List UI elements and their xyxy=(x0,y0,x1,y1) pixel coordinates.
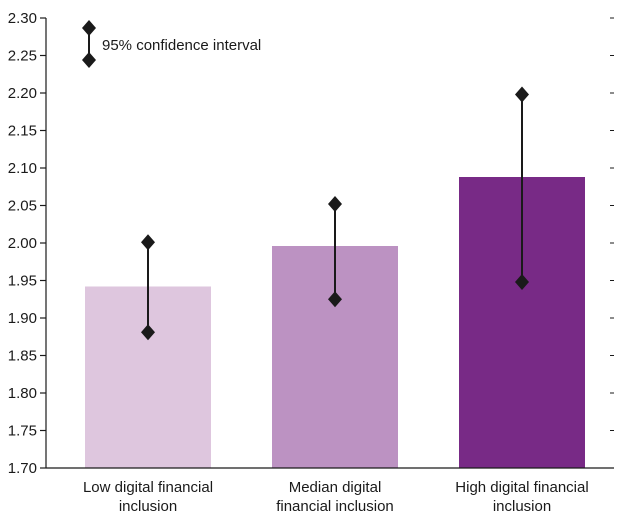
category-label: financial inclusion xyxy=(276,498,394,515)
ci-high-marker xyxy=(141,234,155,251)
legend-diamond-top-icon xyxy=(82,20,96,36)
category-label: Low digital financial xyxy=(83,479,213,496)
category-label: High digital financial xyxy=(455,479,588,496)
y-axis: 1.70 1.75 1.80 1.85 1.90 1.95 2.00 2.05 2.10 2.15… xyxy=(8,10,614,477)
y-tick-label: 1.95 xyxy=(8,273,37,290)
y-tick-label: 2.05 xyxy=(8,198,37,215)
y-tick-label: 1.90 xyxy=(8,310,37,327)
y-tick-label: 2.15 xyxy=(8,123,37,140)
ci-low-marker xyxy=(141,324,155,341)
y-tick-label: 1.75 xyxy=(8,423,37,440)
y-tick-label: 2.20 xyxy=(8,85,37,102)
bars xyxy=(85,177,585,468)
y-tick-label: 2.30 xyxy=(8,10,37,27)
category-label: Median digital xyxy=(289,479,382,496)
category-label: inclusion xyxy=(119,498,177,515)
legend-diamond-bottom-icon xyxy=(82,52,96,68)
category-label: inclusion xyxy=(493,498,551,515)
y-tick-label: 1.80 xyxy=(8,385,37,402)
error-bars xyxy=(141,86,529,341)
ci-low-marker xyxy=(328,291,342,308)
y-tick-label: 1.85 xyxy=(8,348,37,365)
ci-low-marker xyxy=(515,274,529,290)
x-axis: Low digital financial inclusion Median dig… xyxy=(46,467,614,515)
y-tick-label: 2.10 xyxy=(8,160,37,177)
y-tick-label: 2.25 xyxy=(8,48,37,65)
ci-high-marker xyxy=(328,196,342,212)
legend-label: 95% confidence interval xyxy=(102,37,261,54)
ci-high-marker xyxy=(515,86,529,103)
y-tick-label: 1.70 xyxy=(8,460,37,477)
legend: 95% confidence interval xyxy=(82,20,261,68)
y-tick-label: 2.00 xyxy=(8,235,37,252)
